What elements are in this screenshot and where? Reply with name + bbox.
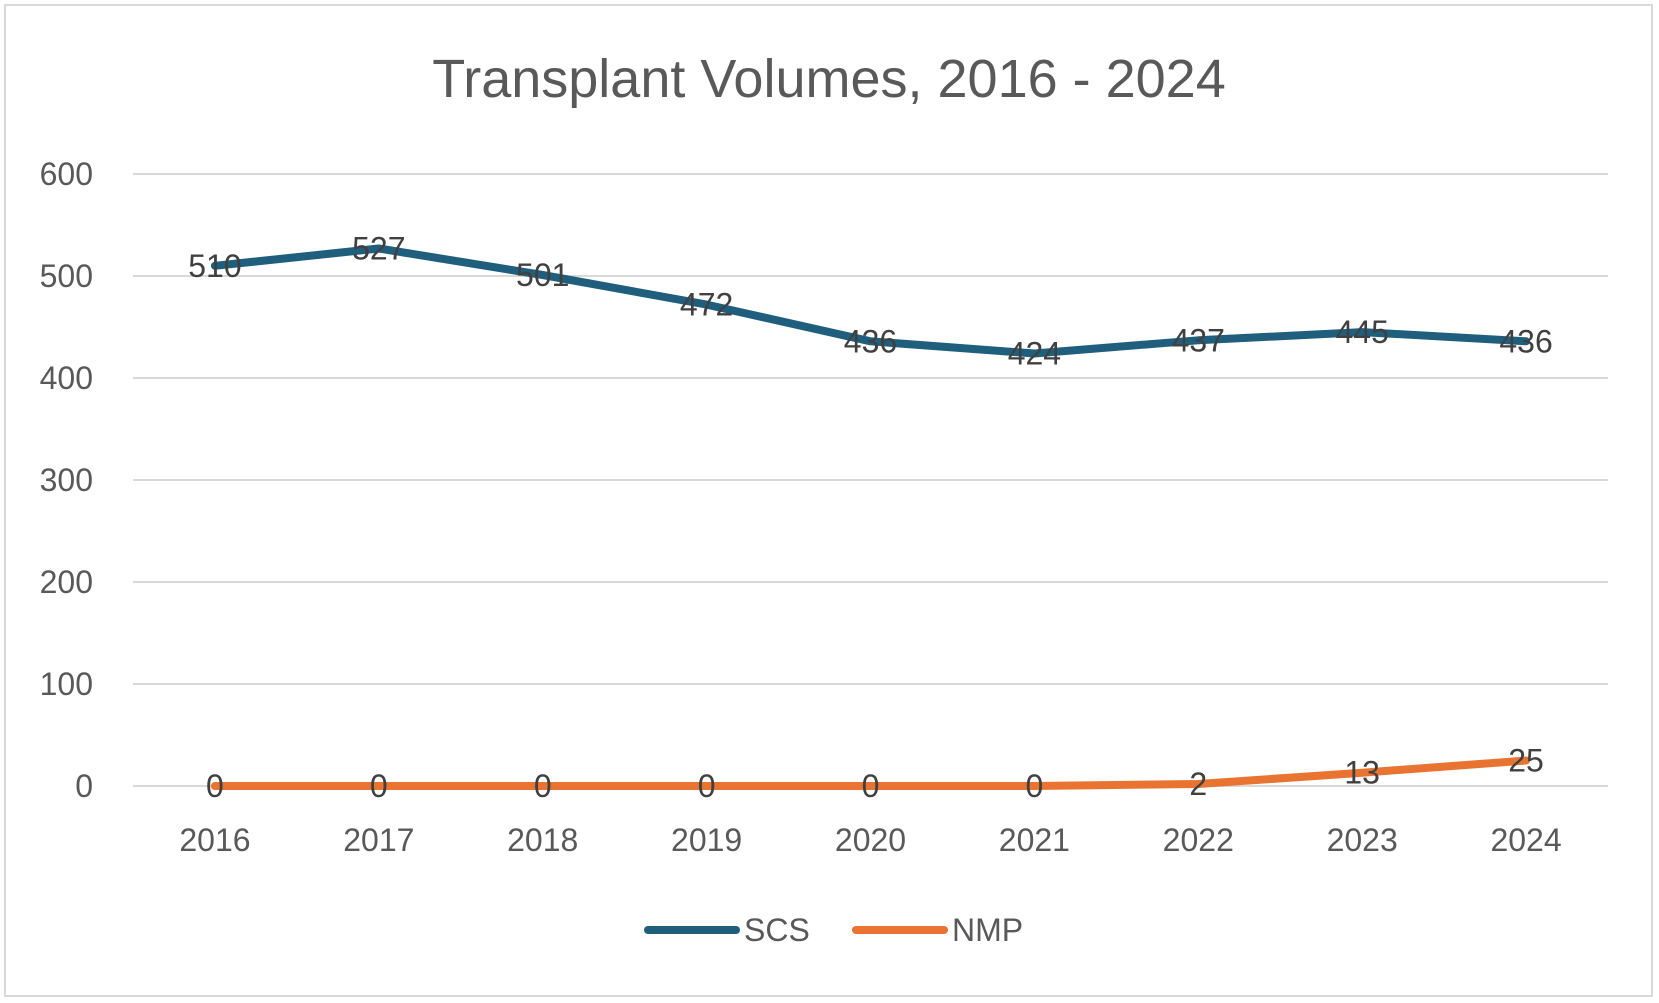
legend-label-scs: SCS [744,912,810,948]
y-tick-label: 600 [40,156,93,192]
chart-frame [4,4,1653,997]
data-label-scs: 445 [1335,314,1388,350]
data-labels: 510 527 501 472 436 424 437 445 436 0 0 0 0 0 0 2 13 25 [188,230,1553,804]
data-label-nmp: 25 [1508,743,1544,779]
legend-label-nmp: NMP [952,912,1023,948]
data-label-nmp: 2 [1189,766,1207,802]
y-tick-label: 200 [40,564,93,600]
series-lines [210,244,1531,790]
x-tick-label: 2018 [507,822,578,858]
chart-title: Transplant Volumes, 2016 - 2024 [432,49,1226,109]
y-tick-label: 300 [40,462,93,498]
x-tick-label: 2020 [835,822,906,858]
data-label-nmp: 0 [206,768,224,804]
data-label-nmp: 0 [370,768,388,804]
series-line-scs [210,244,1531,358]
data-label-nmp: 0 [698,768,716,804]
x-tick-label: 2023 [1327,822,1398,858]
y-tick-label: 100 [40,666,93,702]
y-tick-label: 500 [40,258,93,294]
data-label-scs: 437 [1172,322,1225,358]
data-label-scs: 436 [1499,323,1552,359]
x-tick-label: 2021 [999,822,1070,858]
x-axis-ticks: 2016 2017 2018 2019 2020 2021 2022 2023 2024 [179,822,1561,858]
y-tick-label: 400 [40,360,93,396]
data-label-nmp: 0 [534,768,552,804]
legend: SCS NMP [644,912,1023,948]
x-tick-label: 2017 [343,822,414,858]
data-label-scs: 501 [516,257,569,293]
data-label-nmp: 13 [1344,755,1380,791]
y-axis-ticks: 0 100 200 300 400 500 600 [40,156,93,804]
series-line-nmp [210,756,1531,790]
data-label-scs: 424 [1008,336,1061,372]
x-tick-label: 2024 [1490,822,1561,858]
x-tick-label: 2016 [179,822,250,858]
data-label-nmp: 0 [862,768,880,804]
y-tick-label: 0 [75,768,93,804]
x-tick-label: 2019 [671,822,742,858]
data-label-nmp: 0 [1025,768,1043,804]
data-label-scs: 527 [352,230,405,266]
data-label-scs: 472 [680,287,733,323]
data-label-scs: 510 [188,248,241,284]
x-tick-label: 2022 [1163,822,1234,858]
data-label-scs: 436 [844,323,897,359]
